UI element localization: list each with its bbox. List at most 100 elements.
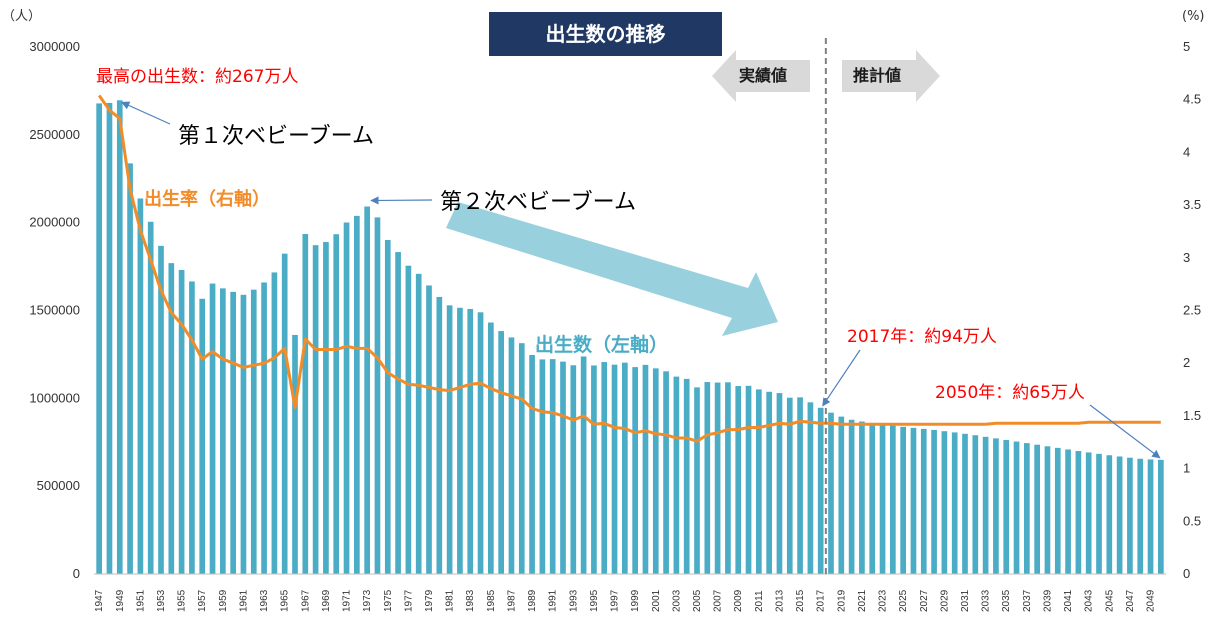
left-tick-label: 1000000 [29,390,80,405]
bar-2039 [1044,446,1051,574]
bar-1965 [281,253,288,575]
bar-1992 [560,361,566,574]
bar-1971 [343,222,350,575]
bar-1954 [168,263,175,574]
x-tick-label: 1953 [156,589,167,612]
right-tick-label: 0.5 [1183,513,1201,528]
bar-2040 [1054,447,1061,574]
bar-2043 [1085,452,1092,574]
bar-1986 [498,331,504,574]
actual-arrow-shape [712,50,810,102]
left-tick-label: 0 [73,566,80,581]
bar-1961 [240,294,247,574]
x-tick-label: 1983 [465,589,476,612]
second-baby-boom-annotation: 第２次ベビーブーム [440,190,637,215]
bar-2048 [1137,458,1144,574]
x-tick-label: 2037 [1022,589,1033,612]
bar-1970 [333,234,340,574]
bar-1951 [137,198,144,574]
fertility-rate-label: 出生率（右軸） [144,189,270,210]
bar-2047 [1127,457,1133,574]
x-tick-label: 2035 [1001,589,1012,612]
bar-2002 [663,371,669,574]
bar-2030 [951,432,958,574]
bar-1993 [570,365,577,574]
births-label: 出生数（左軸） [535,334,669,356]
bar-2036 [1013,441,1020,574]
bar-2018 [828,412,834,574]
x-tick-label: 2033 [981,589,992,612]
right-tick-label: 3 [1183,250,1190,265]
bar-2029 [941,431,948,574]
right-tick-label: 5 [1183,39,1190,54]
x-tick-label: 1967 [300,589,311,612]
bar-2022 [869,422,876,574]
x-tick-label: 2023 [878,589,889,612]
x-tick-label: 2031 [960,589,971,612]
bar-2042 [1075,451,1082,574]
bar-1960 [230,291,236,574]
x-tick-label: 2027 [919,589,930,612]
bar-2007 [714,382,721,574]
bar-1955 [178,269,185,574]
x-tick-label: 1985 [486,589,497,612]
bar-1989 [529,354,535,574]
x-tick-label: 2049 [1146,589,1157,612]
x-tick-label: 2013 [774,589,785,612]
left-tick-label: 3000000 [29,39,80,54]
actual-arrow-polygon [712,50,810,102]
x-tick-label: 2039 [1042,589,1053,612]
bar-1987 [508,337,515,574]
bar-2009 [735,386,742,574]
bar-1995 [591,365,597,574]
bar-2049 [1147,459,1154,574]
bar-1994 [580,356,587,574]
x-tick-label: 2015 [795,589,806,612]
bar-1982 [457,307,463,574]
x-tick-label: 2011 [754,590,765,612]
bar-1985 [488,322,494,574]
bar-1949 [116,100,123,574]
x-tick-label: 1957 [197,589,208,612]
x-tick-label: 2041 [1063,589,1074,612]
left-axis-unit: （人） [2,9,41,24]
boom2-pointer [370,196,433,205]
x-tick-label: 1987 [506,589,517,612]
x-tick-label: 1979 [424,589,435,612]
bar-1966 [292,334,298,574]
bar-1967 [302,233,309,574]
bar-2032 [972,435,979,574]
bar-2025 [900,426,906,574]
x-tick-label: 2005 [692,589,703,612]
x-axis-ticks: 1947 1949 1951 1953 1955 1957 1959 1961 1963 1965… [94,589,1156,612]
bar-2021 [859,421,865,574]
bar-1979 [426,285,432,574]
bar-2026 [910,427,917,574]
chart-title: 出生数の推移 [489,12,722,56]
bar-1947 [96,103,102,574]
bar-1963 [261,282,267,574]
bar-1977 [405,265,412,574]
peak-annotation: 最高の出生数：約267万人 [96,67,299,87]
bar-2008 [725,382,731,574]
bar-1983 [467,308,474,574]
bar-1976 [395,252,401,574]
bar-2046 [1116,456,1123,574]
x-tick-label: 2043 [1084,589,1095,612]
bar-2023 [879,424,886,574]
bar-1973 [364,206,370,575]
bar-1959 [220,288,226,574]
right-tick-label: 3.5 [1183,197,1201,212]
x-tick-label: 2009 [733,589,744,612]
annotation-arrows [121,101,1161,459]
right-tick-label: 4 [1183,144,1190,159]
x-tick-label: 1949 [115,589,126,612]
x-tick-label: 1975 [383,589,394,612]
bar-2037 [1024,443,1030,574]
bar-2024 [890,425,896,574]
bar-1988 [518,343,525,574]
bar-1952 [147,221,154,574]
x-tick-label: 1993 [568,589,579,612]
